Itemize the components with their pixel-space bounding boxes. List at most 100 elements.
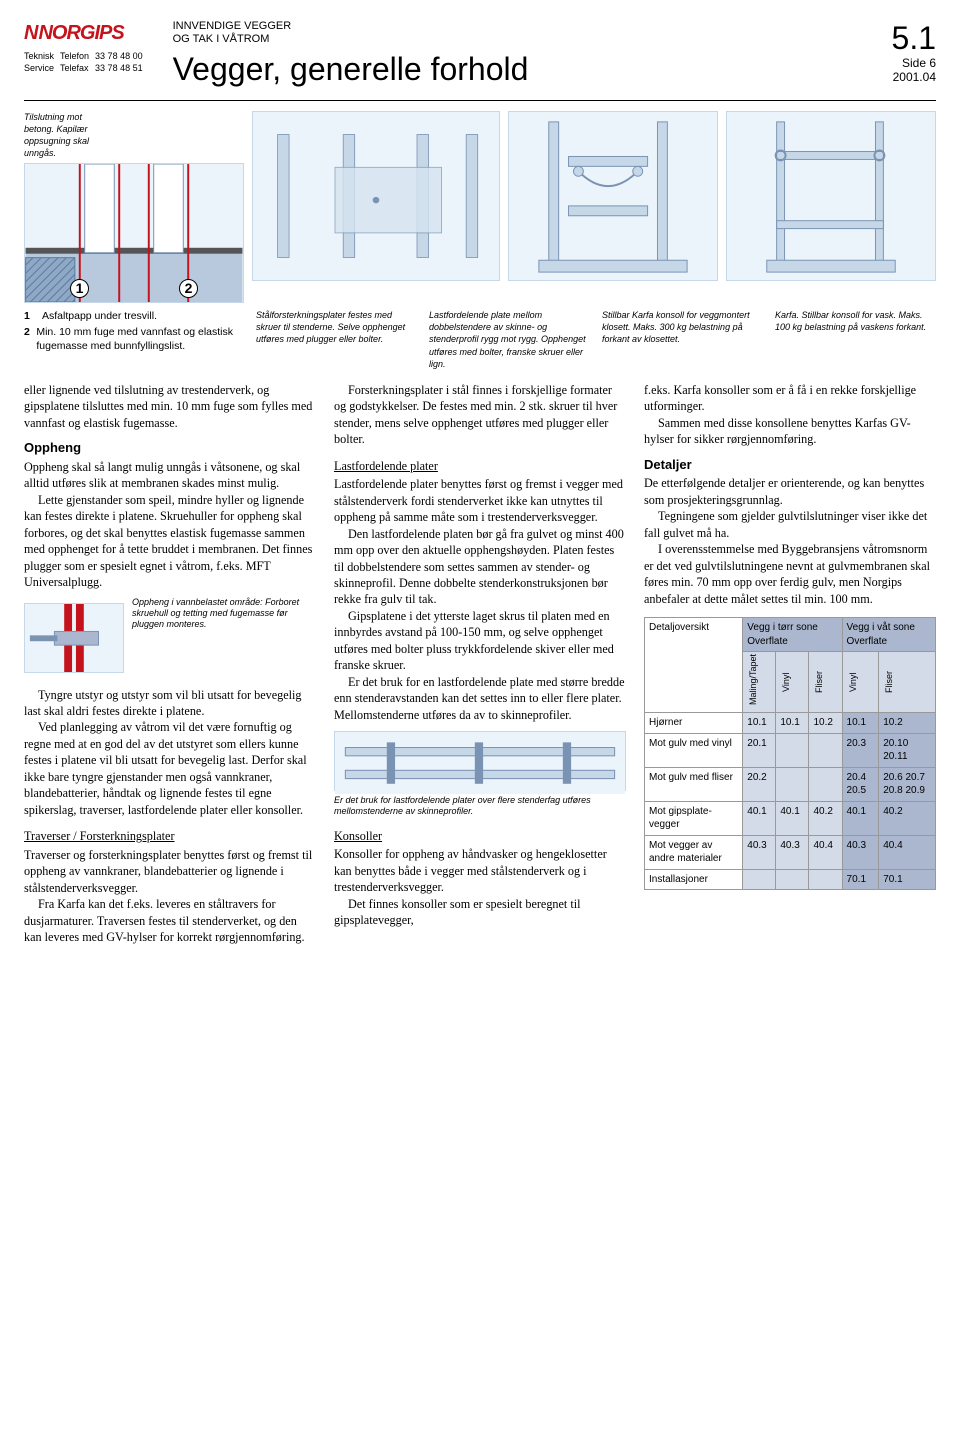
para: Tegningene som gjelder gulvtilslutninger… bbox=[644, 508, 936, 541]
table-cell: 20.4 20.5 bbox=[842, 767, 879, 801]
logo-mark: N bbox=[24, 20, 37, 47]
table-cell: 40.4 bbox=[879, 835, 936, 869]
table-cell: 40.2 bbox=[809, 801, 842, 835]
callout-1: 1 bbox=[70, 279, 89, 298]
table-row: Mot vegger av andre materialer40.340.340… bbox=[645, 835, 936, 869]
header-rule bbox=[24, 100, 936, 101]
table-cell: 40.3 bbox=[776, 835, 809, 869]
figure-4b-caption: Karfa. Stillbar konsoll for vask. Maks. … bbox=[775, 309, 936, 370]
supertitle-l2: OG TAK I VÅTROM bbox=[173, 33, 892, 46]
para: Lastfordelende plater benyttes først og … bbox=[334, 476, 626, 525]
table-cell: 20.2 bbox=[743, 767, 776, 801]
logo-block: NNORGIPS Teknisk Telefon 33 78 48 00 Ser… bbox=[24, 20, 143, 74]
para: Sammen med disse konsollene benyttes Kar… bbox=[644, 415, 936, 448]
mini-figure-row: Oppheng i vannbelastet område: Forboret … bbox=[24, 597, 316, 679]
table-cell: 40.1 bbox=[743, 801, 776, 835]
page-title: Vegger, generelle forhold bbox=[173, 48, 892, 91]
table-cell: 10.2 bbox=[809, 713, 842, 734]
row-label: Mot gulv med vinyl bbox=[645, 733, 743, 767]
logo-text: NORGIPS bbox=[38, 20, 123, 47]
subheading-konsoller: Konsoller bbox=[334, 828, 626, 844]
figure-3-caption: Lastfordelende plate mellom dobbelstende… bbox=[429, 309, 590, 370]
figure-1-callouts: 1 2 bbox=[25, 279, 243, 298]
legend-num: 2 bbox=[24, 325, 32, 353]
table-cell: 70.1 bbox=[842, 869, 879, 890]
table-cell: 70.1 bbox=[879, 869, 936, 890]
row-label: Mot vegger av andre materialer bbox=[645, 835, 743, 869]
header-left: NNORGIPS Teknisk Telefon 33 78 48 00 Ser… bbox=[24, 20, 143, 74]
figure-1-wrapper: Tilslutning mot betong. Kapilær oppsugni… bbox=[24, 111, 244, 304]
legend-num: 1 bbox=[24, 309, 38, 323]
figure-4 bbox=[726, 111, 936, 281]
contact-info: Teknisk Telefon 33 78 48 00 Service Tele… bbox=[24, 51, 143, 74]
lead-para: eller lignende ved tilslutning av treste… bbox=[24, 382, 316, 431]
column-3: f.eks. Karfa konsoller som er å få i en … bbox=[644, 382, 936, 946]
table-cell: 10.1 bbox=[776, 713, 809, 734]
col-header: Vinyl bbox=[847, 655, 859, 709]
supertitle: INNVENDIGE VEGGER OG TAK I VÅTROM bbox=[173, 20, 892, 46]
row-label: Hjørner bbox=[645, 713, 743, 734]
table-cell: 10.2 bbox=[879, 713, 936, 734]
subheading-traverser: Traverser / Forsterkningsplater bbox=[24, 828, 316, 844]
table-cell: 20.1 bbox=[743, 733, 776, 767]
mini-figure-caption: Er det bruk for lastfordelende plater ov… bbox=[334, 795, 626, 818]
table-cell: 20.3 bbox=[842, 733, 879, 767]
figure-1-legend: 1 Asfaltpapp under tresvill. 2 Min. 10 m… bbox=[24, 309, 244, 370]
legend-text: Min. 10 mm fuge med vannfast og elastisk… bbox=[36, 325, 244, 353]
col-header: Fliser bbox=[813, 655, 825, 709]
heading-oppheng: Oppheng bbox=[24, 439, 316, 457]
table-row: Mot gulv med fliser20.2 20.4 20.520.6 20.… bbox=[645, 767, 936, 801]
table-row: Hjørner10.110.110.210.110.2 bbox=[645, 713, 936, 734]
supertitle-l1: INNVENDIGE VEGGER bbox=[173, 20, 892, 33]
mini-figure-plug bbox=[24, 603, 124, 673]
figure-2-caption: Stålforsterkningsplater festes med skrue… bbox=[256, 309, 417, 370]
table-cell: 20.6 20.7 20.8 20.9 bbox=[879, 767, 936, 801]
contact-label: Teknisk bbox=[24, 51, 54, 63]
row-label: Mot gipsplate- vegger bbox=[645, 801, 743, 835]
table-group-header: Vegg i våt sone Overflate bbox=[842, 618, 935, 652]
table-cell: 10.1 bbox=[842, 713, 879, 734]
row-label: Mot gulv med fliser bbox=[645, 767, 743, 801]
table-cell: 40.4 bbox=[809, 835, 842, 869]
para: Ved planlegging av våtrom vil det være f… bbox=[24, 719, 316, 818]
table-cell bbox=[809, 869, 842, 890]
table-cell: 20.10 20.11 bbox=[879, 733, 936, 767]
page-date: 2001.04 bbox=[892, 71, 936, 85]
table-cell bbox=[776, 767, 809, 801]
col-header: Maling/Tapet bbox=[747, 655, 759, 709]
table-cell bbox=[809, 767, 842, 801]
table-cell: 40.1 bbox=[776, 801, 809, 835]
table-cell bbox=[743, 869, 776, 890]
contact-label: Telefax bbox=[60, 63, 89, 75]
para: I overensstemmelse med Byggebransjens vå… bbox=[644, 541, 936, 607]
table-cell: 10.1 bbox=[743, 713, 776, 734]
figure-captions-row: 1 Asfaltpapp under tresvill. 2 Min. 10 m… bbox=[24, 309, 936, 370]
figure-2 bbox=[252, 111, 500, 281]
col-header: Vinyl bbox=[780, 655, 792, 709]
table-cell: 40.1 bbox=[842, 801, 879, 835]
para: De etterfølgende detaljer er orienterend… bbox=[644, 475, 936, 508]
para: Oppheng skal så langt mulig unngås i våt… bbox=[24, 459, 316, 492]
table-cell: 40.3 bbox=[842, 835, 879, 869]
table-cell: 40.2 bbox=[879, 801, 936, 835]
header-right: 5.1 Side 6 2001.04 bbox=[892, 20, 936, 84]
para: Er det bruk for en lastfordelende plate … bbox=[334, 674, 626, 723]
table-group-header: Vegg i tørr sone Overflate bbox=[743, 618, 842, 652]
table-cell bbox=[776, 733, 809, 767]
para: Gipsplatene i det ytterste laget skrus t… bbox=[334, 608, 626, 674]
contact-value: 33 78 48 00 bbox=[95, 51, 143, 63]
table-title: Detaljoversikt bbox=[645, 618, 743, 713]
contact-value: 33 78 48 51 bbox=[95, 63, 143, 75]
para: f.eks. Karfa konsoller som er å få i en … bbox=[644, 382, 936, 415]
para: Traverser og forsterkningsplater benytte… bbox=[24, 847, 316, 896]
table-row: Mot gulv med vinyl20.1 20.320.10 20.11 bbox=[645, 733, 936, 767]
legend-text: Asfaltpapp under tresvill. bbox=[42, 309, 157, 323]
logo: NNORGIPS bbox=[24, 20, 124, 47]
table-row: Mot gipsplate- vegger40.140.140.240.140.… bbox=[645, 801, 936, 835]
subheading-lastfordelende: Lastfordelende plater bbox=[334, 458, 626, 474]
section-number: 5.1 bbox=[892, 20, 936, 57]
column-1: eller lignende ved tilslutning av treste… bbox=[24, 382, 316, 946]
row-label: Installasjoner bbox=[645, 869, 743, 890]
contact-label: Telefon bbox=[60, 51, 89, 63]
detail-table: Detaljoversikt Vegg i tørr sone Overflat… bbox=[644, 617, 936, 890]
